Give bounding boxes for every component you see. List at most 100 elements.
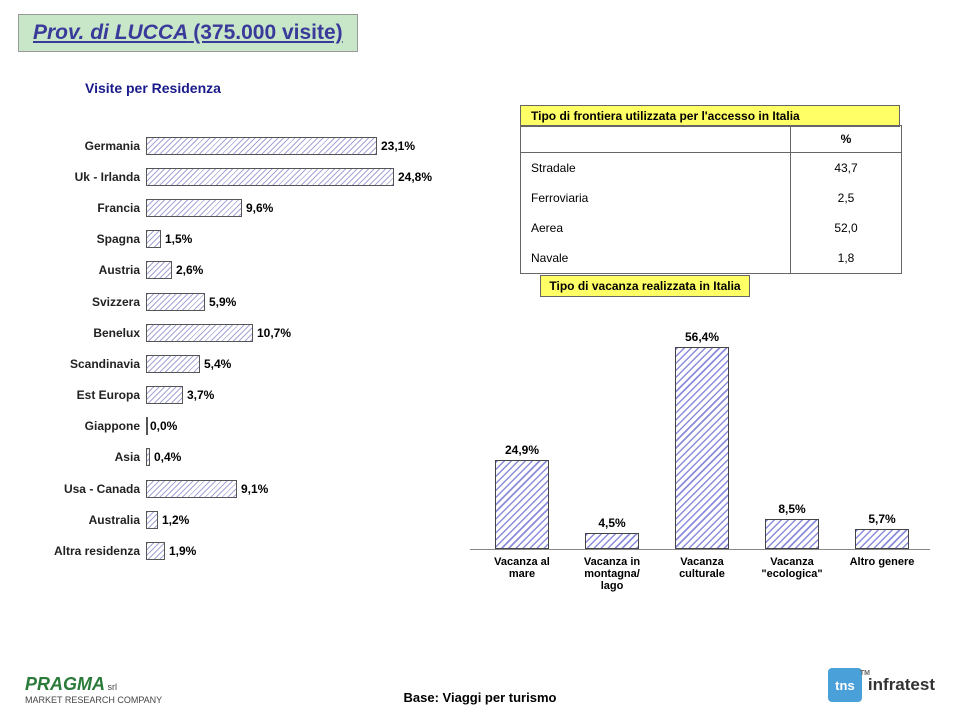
hbar-bar <box>146 542 165 560</box>
hbar-row: Scandinavia5,4% <box>20 348 465 379</box>
hbar-track: 2,6% <box>146 261 446 279</box>
table-row: Ferroviaria2,5 <box>521 183 901 213</box>
hbar-label: Altra residenza <box>20 544 146 558</box>
hbar-label: Asia <box>20 450 146 464</box>
table-row: Aerea52,0 <box>521 213 901 243</box>
table1-header-pct: % <box>791 126 902 153</box>
table-cell-value: 1,8 <box>791 243 902 273</box>
hbar-track: 10,7% <box>146 324 446 342</box>
hbar-value: 1,2% <box>162 511 189 529</box>
hbar-row: Austria 2,6% <box>20 255 465 286</box>
hbar-label: Australia <box>20 513 146 527</box>
hbar-value: 0,4% <box>154 448 181 466</box>
table-cell-label: Navale <box>521 243 791 273</box>
hbar-bar <box>146 386 183 404</box>
hbar-track: 23,1% <box>146 137 446 155</box>
vbar: 24,9% <box>495 460 549 549</box>
table-row: Navale1,8 <box>521 243 901 273</box>
vbar-value: 24,9% <box>496 443 548 457</box>
hbar-value: 24,8% <box>398 168 432 186</box>
hbar-track: 1,5% <box>146 230 446 248</box>
hbar-track: 0,4% <box>146 448 446 466</box>
hbar-bar <box>146 480 237 498</box>
hbar-bar <box>146 293 205 311</box>
table-cell-label: Aerea <box>521 213 791 243</box>
vbar: 4,5% <box>585 533 639 549</box>
hbar-label: Svizzera <box>20 295 146 309</box>
hbar-track: 1,9% <box>146 542 446 560</box>
table-cell-value: 43,7 <box>791 153 902 184</box>
hbar-value: 3,7% <box>187 386 214 404</box>
hbar-track: 3,7% <box>146 386 446 404</box>
hbar-bar <box>146 230 161 248</box>
vbar: 56,4% <box>675 347 729 549</box>
vchart-plot: 24,9% 4,5% 56,4% 8,5% 5,7% <box>470 334 930 550</box>
vbar-value: 8,5% <box>766 502 818 516</box>
vbar: 8,5% <box>765 519 819 549</box>
vacation-type-chart: 24,9%4,5%56,4%8,5%5,7% Vacanza al mareVa… <box>470 330 930 600</box>
hbar-row: Giappone0,0% <box>20 411 465 442</box>
table-cell-value: 52,0 <box>791 213 902 243</box>
tns-box: tns TM <box>828 668 862 702</box>
hbar-value: 9,6% <box>246 199 273 217</box>
table-cell-value: 2,5 <box>791 183 902 213</box>
logo-left-sub: MARKET RESEARCH COMPANY <box>25 695 162 705</box>
hbar-row: Asia 0,4% <box>20 442 465 473</box>
hbar-row: Francia 9,6% <box>20 192 465 223</box>
hbar-value: 5,9% <box>209 293 236 311</box>
vbar: 5,7% <box>855 529 909 549</box>
vbar-category: Vacanza culturale <box>662 556 742 580</box>
hbar-bar <box>146 324 253 342</box>
logo-left-brand: PRAGMA <box>25 674 105 694</box>
hbar-value: 1,5% <box>165 230 192 248</box>
hbar-row: Uk - Irlanda 24,8% <box>20 161 465 192</box>
logo-left: PRAGMA srl MARKET RESEARCH COMPANY <box>25 674 162 705</box>
frontier-table: % Stradale43,7Ferroviaria2,5Aerea52,0Nav… <box>520 125 902 274</box>
hbar-value: 9,1% <box>241 480 268 498</box>
hbar-bar <box>146 199 242 217</box>
hbar-bar <box>146 511 158 529</box>
table1-title: Tipo di frontiera utilizzata per l'acces… <box>520 105 900 127</box>
hbar-row: Germania23,1% <box>20 130 465 161</box>
hbar-row: Benelux10,7% <box>20 317 465 348</box>
hbar-value: 5,4% <box>204 355 231 373</box>
vbar-category: Altro genere <box>842 556 922 568</box>
hbar-value: 1,9% <box>169 542 196 560</box>
hbar-bar <box>146 417 148 435</box>
hbar-value: 0,0% <box>150 417 177 435</box>
tns-tm: TM <box>860 670 870 677</box>
vchart-categories: Vacanza al mareVacanza in montagna/ lago… <box>470 552 930 600</box>
table-cell-label: Stradale <box>521 153 791 184</box>
hbar-track: 5,4% <box>146 355 446 373</box>
hbar-label: Austria <box>20 263 146 277</box>
hbar-label: Benelux <box>20 326 146 340</box>
hbar-track: 1,2% <box>146 511 446 529</box>
vbar-category: Vacanza al mare <box>482 556 562 580</box>
hbar-label: Uk - Irlanda <box>20 170 146 184</box>
hbar-row: Usa - Canada 9,1% <box>20 473 465 504</box>
subtitle: Visite per Residenza <box>85 80 221 96</box>
hbar-label: Est Europa <box>20 388 146 402</box>
title-paren: (375.000 visite) <box>193 21 342 44</box>
hbar-row: Spagna1,5% <box>20 224 465 255</box>
hbar-track: 9,1% <box>146 480 446 498</box>
vbar-value: 56,4% <box>676 330 728 344</box>
page-title-box: Prov. di LUCCA (375.000 visite) <box>18 14 358 52</box>
vbar-value: 5,7% <box>856 512 908 526</box>
table2-title: Tipo di vacanza realizzata in Italia <box>540 275 750 297</box>
title-main: Prov. di LUCCA <box>33 21 187 44</box>
table-cell-label: Ferroviaria <box>521 183 791 213</box>
hbar-track: 24,8% <box>146 168 446 186</box>
hbar-track: 9,6% <box>146 199 446 217</box>
hbar-value: 23,1% <box>381 137 415 155</box>
hbar-bar <box>146 168 394 186</box>
hbar-track: 0,0% <box>146 417 446 435</box>
logo-right: tns TM infratest <box>828 668 935 702</box>
hbar-row: Altra residenza 1,9% <box>20 535 465 566</box>
hbar-value: 2,6% <box>176 261 203 279</box>
vbar-value: 4,5% <box>586 516 638 530</box>
hbar-label: Francia <box>20 201 146 215</box>
infratest-text: infratest <box>868 675 935 695</box>
hbar-label: Usa - Canada <box>20 482 146 496</box>
hbar-row: Australia 1,2% <box>20 504 465 535</box>
